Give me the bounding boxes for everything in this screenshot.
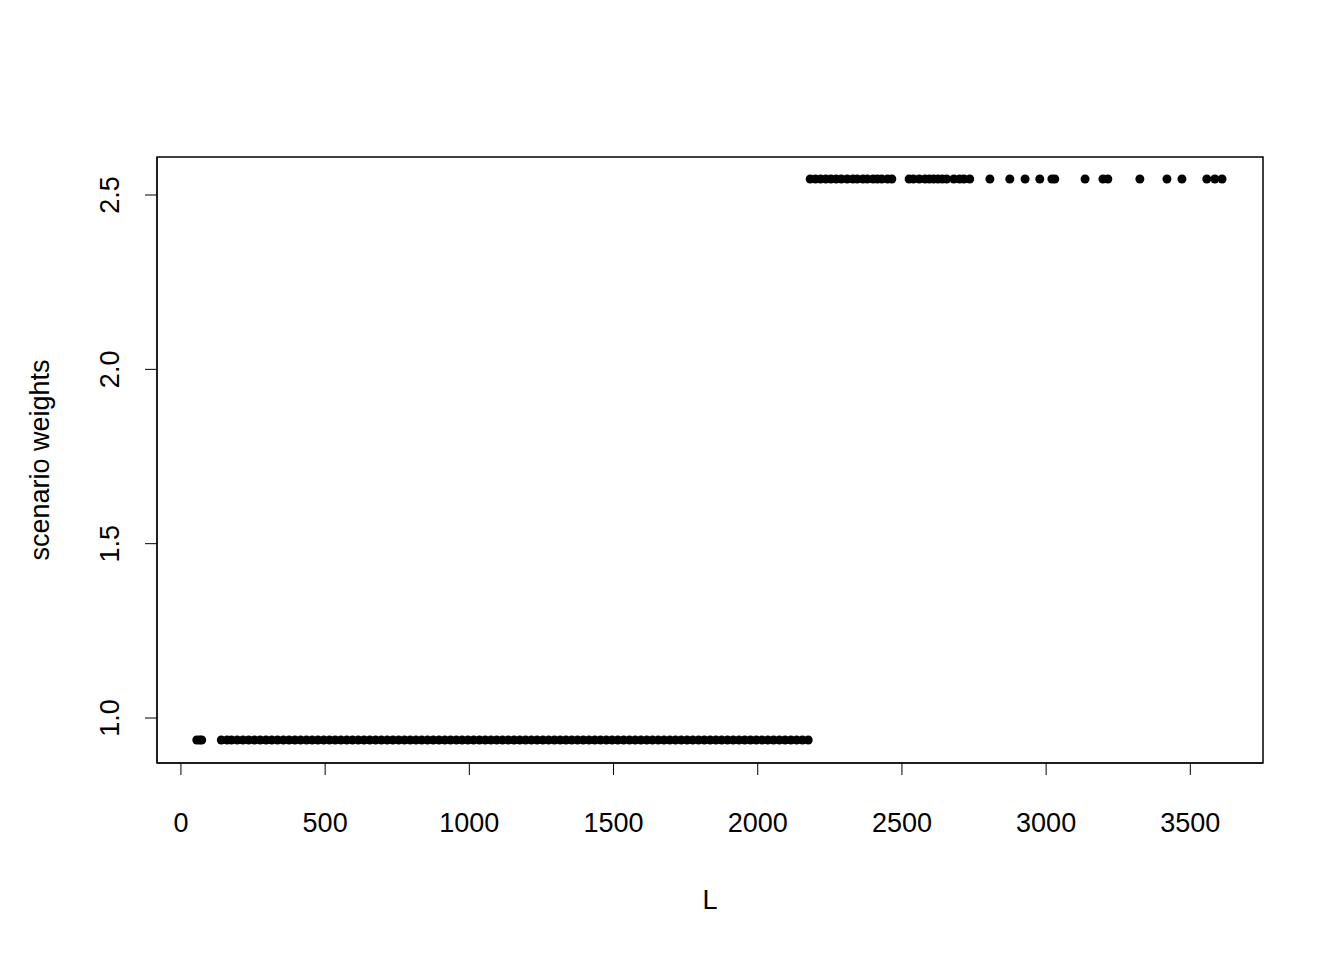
svg-text:2.0: 2.0	[95, 351, 125, 389]
svg-text:2000: 2000	[728, 808, 788, 838]
svg-text:500: 500	[303, 808, 348, 838]
svg-text:1000: 1000	[439, 808, 499, 838]
html-text:scenario weights: scenario weights	[24, 359, 55, 561]
svg-text:2500: 2500	[872, 808, 932, 838]
svg-text:0: 0	[173, 808, 188, 838]
svg-text:3500: 3500	[1160, 808, 1220, 838]
svg-text:3000: 3000	[1016, 808, 1076, 838]
html-text:L: L	[702, 884, 718, 915]
svg-text:1.0: 1.0	[95, 699, 125, 737]
svg-text:1.5: 1.5	[95, 525, 125, 563]
svg-text:2.5: 2.5	[95, 176, 125, 214]
svg-text:1500: 1500	[583, 808, 643, 838]
